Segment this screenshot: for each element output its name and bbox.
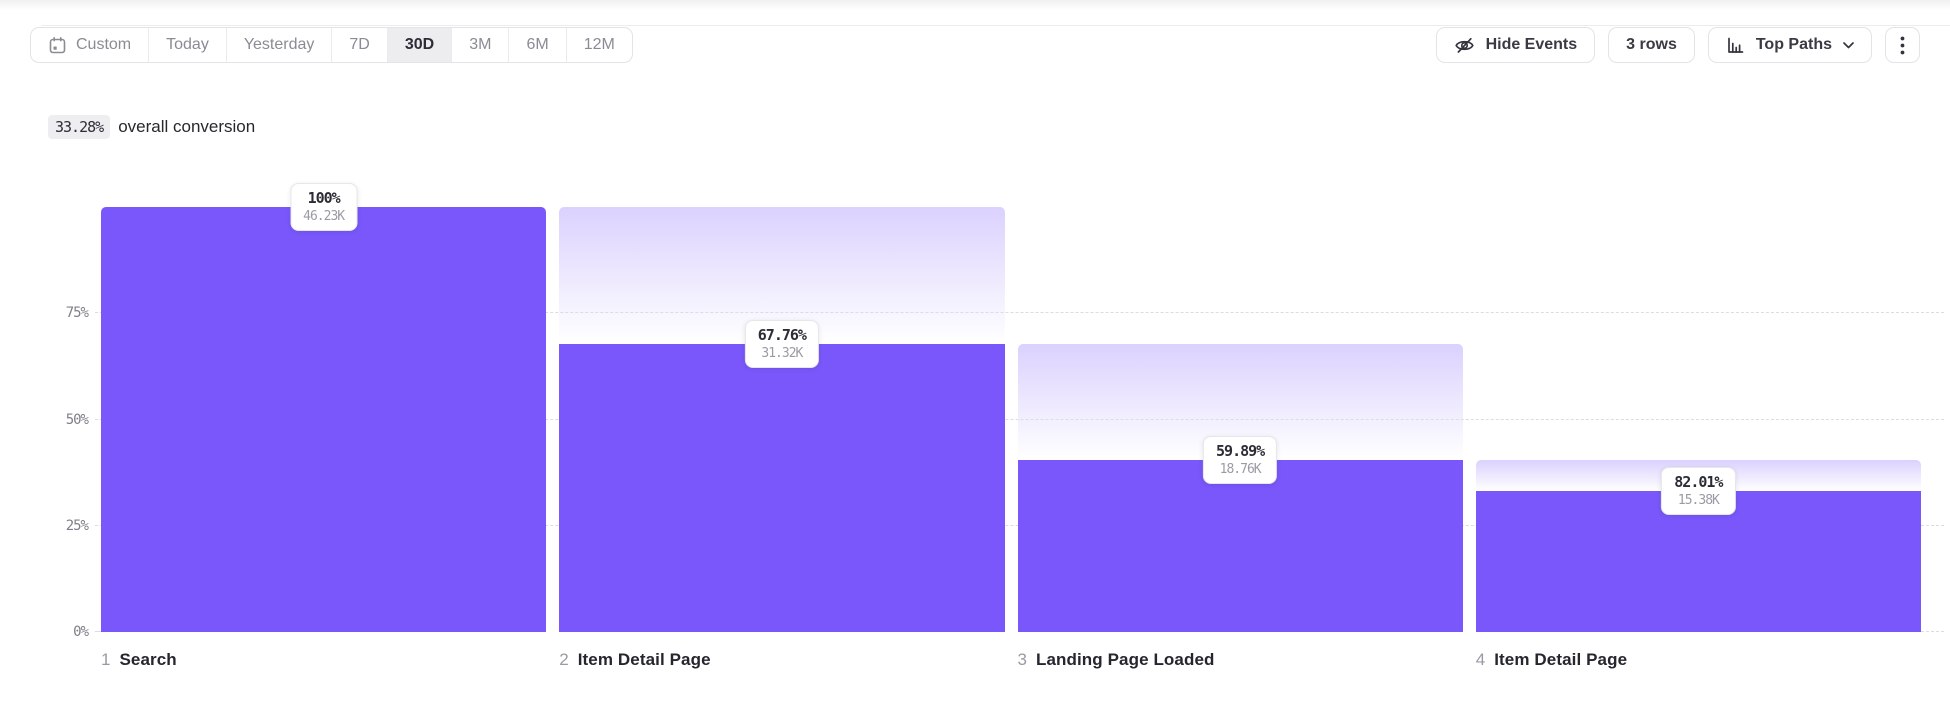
date-range-30d[interactable]: 30D <box>387 28 453 62</box>
funnel-bar-1[interactable] <box>101 207 547 632</box>
y-tick-label: 0% <box>73 624 89 640</box>
step-number: 3 <box>1017 650 1027 669</box>
tooltip-percent: 100% <box>307 189 341 207</box>
toolbar: Custom Today Yesterday 7D 30D 3M 6M 12M Hide Ev… <box>30 27 1920 63</box>
date-range-yesterday[interactable]: Yesterday <box>227 28 333 62</box>
rows-button[interactable]: 3 rows <box>1608 27 1695 63</box>
y-tick-label: 25% <box>65 517 89 534</box>
hide-events-label: Hide Events <box>1485 36 1578 53</box>
step-label-3[interactable]: 3 Landing Page Loaded <box>1018 650 1463 670</box>
conversion-tooltip-4: 82.01% 15.38K <box>1661 466 1736 515</box>
top-divider <box>42 25 1950 26</box>
step-number: 4 <box>1475 650 1486 669</box>
step-name: Item Detail Page <box>1494 650 1628 669</box>
conversion-tooltip-3: 59.89% 18.76K <box>1203 435 1278 484</box>
chevron-down-icon <box>1843 41 1854 49</box>
step-number: 1 <box>101 650 111 669</box>
overall-conversion-text: overall conversion <box>118 117 256 136</box>
funnel-bar-3[interactable] <box>1017 459 1463 632</box>
hide-events-button[interactable]: Hide Events <box>1435 27 1596 63</box>
overall-conversion: 33.28% overall conversion <box>48 115 255 139</box>
step-label-4[interactable]: 4 Item Detail Page <box>1476 650 1921 670</box>
calendar-icon <box>48 36 67 55</box>
date-range-label: 7D <box>349 36 370 53</box>
top-scroll-shadow <box>0 0 1950 10</box>
step-name: Item Detail Page <box>577 650 711 669</box>
funnel-column-2: 67.76% 31.32K <box>559 207 1005 632</box>
date-range-selector: Custom Today Yesterday 7D 30D 3M 6M 12M <box>30 27 633 63</box>
tooltip-percent: 67.76% <box>757 326 807 345</box>
tooltip-percent: 82.01% <box>1674 472 1723 491</box>
gridline-75 <box>95 312 1944 314</box>
date-range-label: 6M <box>526 36 549 53</box>
y-tick-label: 50% <box>65 411 89 428</box>
eye-off-icon <box>1454 35 1475 56</box>
funnel-column-1: 100% 46.23K <box>101 183 547 632</box>
tooltip-count: 46.23K <box>303 209 345 224</box>
view-mode-label: Top Paths <box>1755 36 1832 53</box>
funnel-column-3: 59.89% 18.76K <box>1017 207 1463 632</box>
date-range-3m[interactable]: 3M <box>452 28 510 62</box>
date-range-today[interactable]: Today <box>149 28 227 62</box>
step-label-1[interactable]: 1 Search <box>101 650 546 670</box>
date-range-12m[interactable]: 12M <box>567 28 632 62</box>
date-range-label: 30D <box>404 36 435 53</box>
tooltip-percent: 59.89% <box>1216 441 1265 460</box>
funnel-bar-2[interactable] <box>559 344 1005 632</box>
rows-label: 3 rows <box>1626 36 1677 53</box>
kebab-menu-icon <box>1900 36 1905 55</box>
date-range-custom[interactable]: Custom <box>31 28 150 62</box>
date-range-6m[interactable]: 6M <box>509 28 567 62</box>
gridline-50 <box>95 418 1944 420</box>
gridline-0-left <box>95 631 101 632</box>
date-range-label: Custom <box>76 36 132 53</box>
funnel-columns: 100% 46.23K 67.76% 31.32K 59.89% 18.76K 82.01%… <box>101 183 1921 632</box>
toolbar-actions: Hide Events 3 rows Top Paths <box>1435 27 1920 63</box>
conversion-tooltip-2: 67.76% 31.32K <box>744 320 819 369</box>
step-name: Landing Page Loaded <box>1035 650 1215 669</box>
date-range-label: 3M <box>469 36 492 53</box>
y-tick-label: 75% <box>65 305 89 322</box>
tooltip-count: 18.76K <box>1219 461 1262 477</box>
tooltip-count: 15.38K <box>1677 492 1720 508</box>
step-label-2[interactable]: 2 Item Detail Page <box>559 650 1004 670</box>
step-number: 2 <box>559 650 569 669</box>
step-name: Search <box>119 650 177 669</box>
overall-conversion-value: 33.28% <box>48 115 111 139</box>
view-mode-button[interactable]: Top Paths <box>1707 27 1872 63</box>
tooltip-count: 31.32K <box>761 346 803 362</box>
date-range-7d[interactable]: 7D <box>332 28 388 62</box>
funnel-column-4: 82.01% 15.38K <box>1475 207 1921 632</box>
more-options-button[interactable] <box>1885 27 1920 63</box>
gridline-0-right <box>1921 631 1944 632</box>
histogram-icon <box>1726 36 1745 55</box>
y-axis: 0% 25% 50% 75% <box>30 207 89 640</box>
conversion-tooltip-1: 100% 46.23K <box>290 183 358 231</box>
date-range-label: Yesterday <box>243 36 315 53</box>
date-range-label: Today <box>166 36 209 53</box>
funnel-plot: 100% 46.23K 67.76% 31.32K 59.89% 18.76K 82.01%… <box>95 183 1944 632</box>
date-range-label: 12M <box>583 36 615 53</box>
step-labels: 1 Search 2 Item Detail Page 3 Landing Page Lo… <box>101 650 1921 670</box>
